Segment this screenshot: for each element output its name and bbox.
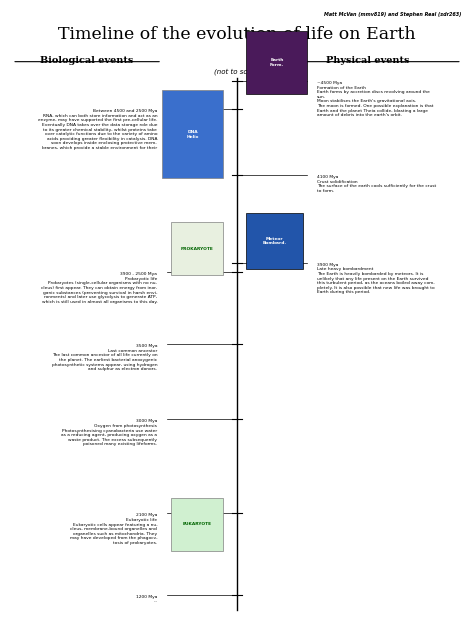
- Text: Between 4500 and 2500 Mya
RNA, which can both store information and act as an
en: Between 4500 and 2500 Mya RNA, which can…: [38, 109, 157, 150]
- FancyBboxPatch shape: [246, 31, 307, 94]
- FancyBboxPatch shape: [246, 212, 302, 269]
- Text: PROKARYOTE: PROKARYOTE: [181, 246, 214, 251]
- Text: Biological events: Biological events: [40, 56, 134, 65]
- Text: 3900 - 2500 Mya
Prokaryotic life
Prokaryotes (single-cellular organisms with no : 3900 - 2500 Mya Prokaryotic life Prokary…: [41, 272, 157, 304]
- Text: 3000 Mya
Oxygen from photosynthesis
Photosynthesising cyanobacteria use water
as: 3000 Mya Oxygen from photosynthesis Phot…: [61, 420, 157, 446]
- Text: (not to scale): (not to scale): [214, 68, 260, 75]
- Text: EUKARYOTE: EUKARYOTE: [182, 522, 212, 526]
- Text: Physical events: Physical events: [327, 56, 410, 65]
- Text: 3900 Mya
Late heavy bombardment
The Earth is heavily bombarded by meteors. It is: 3900 Mya Late heavy bombardment The Eart…: [317, 263, 435, 295]
- FancyBboxPatch shape: [172, 497, 223, 551]
- Text: Timeline of the evolution of life on Earth: Timeline of the evolution of life on Ear…: [58, 26, 416, 43]
- Text: ~4500 Mya
Formation of the Earth
Earth forms by accretion discs revolving around: ~4500 Mya Formation of the Earth Earth f…: [317, 81, 433, 118]
- Text: Earth
Form.: Earth Form.: [270, 58, 284, 66]
- Text: 1200 Mya
...: 1200 Mya ...: [136, 595, 157, 604]
- Text: DNA
Helix: DNA Helix: [186, 130, 199, 138]
- Text: Meteor
Bombard.: Meteor Bombard.: [263, 236, 286, 245]
- FancyBboxPatch shape: [162, 90, 223, 178]
- Text: 4100 Mya
Crust solidification
The surface of the earth cools sufficiently for th: 4100 Mya Crust solidification The surfac…: [317, 175, 436, 193]
- Text: Matt McVan (mmv819) and Stephen Real (sdr263): Matt McVan (mmv819) and Stephen Real (sd…: [325, 12, 462, 17]
- Text: 3500 Mya
Last common ancestor
The last common ancestor of all life currently on
: 3500 Mya Last common ancestor The last c…: [52, 344, 157, 371]
- FancyBboxPatch shape: [172, 222, 223, 276]
- Text: 2100 Mya
Eukaryotic life
Eukaryotic cells appear featuring a nu-
cleus, membrane: 2100 Mya Eukaryotic life Eukaryotic cell…: [70, 513, 157, 545]
